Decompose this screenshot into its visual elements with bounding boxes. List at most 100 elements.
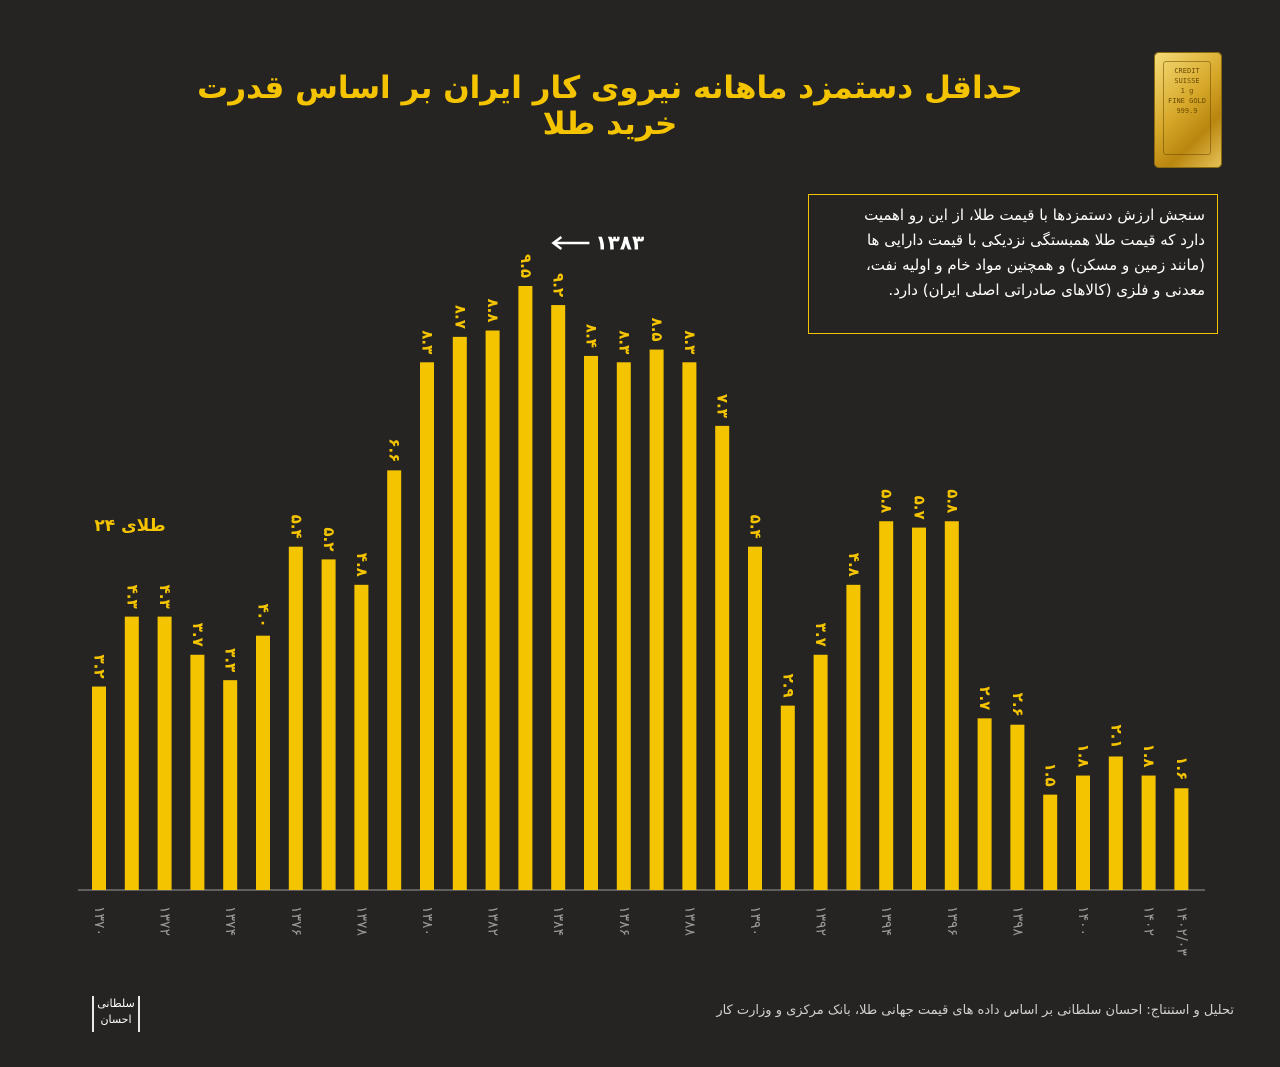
bar <box>288 546 303 890</box>
bar <box>124 616 139 890</box>
bar <box>551 305 566 890</box>
bar <box>387 470 402 890</box>
bar-value-label: ۱.۸ <box>1140 744 1158 768</box>
bar-value-label: ۳.۲ <box>91 655 109 679</box>
bar <box>420 362 434 890</box>
bar-value-label: ۱.۸ <box>1075 744 1093 768</box>
bar-chart: ۳.۲ ۱۳۷۰ ۴.۳ ۴.۳ ۱۳۷۲ ۳.۷ ۳.۳ ۱۳۷۴ ۴.۰ ۵.۴ ۱۳۷۶ ۵.۲… <box>78 231 1205 956</box>
x-tick-label: ۱۳۸۴ <box>550 906 566 936</box>
bar-value-label: ۹.۵ <box>517 254 535 278</box>
bar <box>256 635 270 890</box>
series-label: طلای ۲۴ <box>94 516 166 536</box>
x-tick-label: ۱۳۹۴ <box>878 906 894 936</box>
logo-text: سلطانی <box>97 997 135 1010</box>
bar <box>584 355 598 890</box>
bar <box>1010 724 1025 890</box>
bar-value-label: ۸.۳ <box>419 330 437 354</box>
bar-value-label: ۸.۴ <box>583 324 601 348</box>
bar-value-label: ۹.۲ <box>550 273 568 297</box>
bar-value-label: ۲.۷ <box>976 686 994 710</box>
gold-bar-text: FINE GOLD <box>1168 97 1206 105</box>
gold-bar-text: SUISSE <box>1174 77 1200 85</box>
bar-value-label: ۵.۷ <box>911 496 929 520</box>
bar-value-label: ۴.۰ <box>255 604 273 628</box>
x-tick-label: ۱۳۹۶ <box>944 906 960 936</box>
note-line: دارد که قیمت طلا همبستگی نزدیکی با قیمت … <box>866 231 1205 249</box>
bar-value-label: ۴.۸ <box>353 553 371 577</box>
bar <box>354 584 369 890</box>
x-tick-label: ۱۳۷۶ <box>288 906 304 936</box>
bar-value-label: ۳.۷ <box>812 623 830 647</box>
logo-text: احسان <box>100 1013 132 1026</box>
x-tick-label: ۱۳۸۰ <box>419 906 435 936</box>
bar <box>1043 794 1058 890</box>
bar-value-label: ۴.۳ <box>156 585 174 609</box>
bar-value-label: ۲.۱ <box>1107 724 1125 748</box>
x-tick-label: ۱۳۸۲ <box>485 906 501 936</box>
bar <box>1174 788 1189 890</box>
bar-value-label: ۸.۳ <box>681 330 699 354</box>
note-line: (مانند زمین و مسکن) و همچنین مواد خام و … <box>865 256 1205 274</box>
bar <box>649 349 664 890</box>
bar-value-label: ۸.۳ <box>615 330 633 354</box>
bar-value-label: ۸.۵ <box>648 318 666 342</box>
author-logo: سلطانی احسان <box>92 996 140 1032</box>
x-tick-label: ۱۳۷۲ <box>157 906 173 936</box>
gold-bar-image: CREDIT SUISSE 1 g FINE GOLD 999.9 <box>1154 52 1222 168</box>
bar <box>682 362 697 890</box>
bar-value-label: ۷.۳ <box>714 394 732 418</box>
bar <box>813 654 828 890</box>
x-tick-label: ۱۳۷۰ <box>91 906 107 936</box>
source-credit: تحلیل و استنتاج: احسان سلطانی بر اساس دا… <box>716 1003 1234 1018</box>
bar-value-label: ۳.۷ <box>189 623 207 647</box>
explanation-note-box: سنجش ارزش دستمزدها با قیمت طلا، از این ر… <box>808 194 1218 334</box>
chart-title: حداقل دستمزد ماهانه نیروی کار ایران بر ا… <box>197 70 1023 142</box>
gold-bar-stamp: CREDIT SUISSE 1 g FINE GOLD 999.9 <box>1163 61 1211 155</box>
bar <box>780 705 795 890</box>
bar <box>1141 775 1156 890</box>
bar-value-label: ۵.۲ <box>320 527 338 551</box>
bar-value-label: ۳.۳ <box>222 648 240 672</box>
bar-value-label: ۵.۴ <box>287 515 305 539</box>
bar <box>616 362 631 890</box>
bar <box>977 718 992 890</box>
x-tick-label: ۱۳۸۸ <box>681 906 697 937</box>
bar <box>452 336 467 890</box>
bar-value-label: ۱.۶ <box>1173 756 1191 780</box>
bar-value-label: ۱.۵ <box>1042 763 1060 787</box>
bar <box>846 584 861 890</box>
bar <box>748 546 762 890</box>
annotation-arrow <box>551 236 590 250</box>
bar <box>223 680 238 890</box>
x-tick-label: ۱۳۹۰ <box>747 906 763 936</box>
bar <box>92 686 106 890</box>
note-line: سنجش ارزش دستمزدها با قیمت طلا، از این ر… <box>864 206 1205 224</box>
bar <box>715 425 730 890</box>
bar <box>157 616 172 890</box>
bar-value-label: ۶.۶ <box>386 438 404 462</box>
bar-value-label: ۵.۸ <box>943 489 961 513</box>
x-tick-label: ۱۴۰۲/۰۳ <box>1173 906 1189 956</box>
bar-value-label: ۸.۷ <box>451 305 469 329</box>
x-tick-label: ۱۳۹۲ <box>813 906 829 936</box>
bar <box>912 527 926 890</box>
bar-value-label: ۴.۸ <box>845 553 863 577</box>
x-tick-label: ۱۳۹۸ <box>1009 906 1025 937</box>
x-tick-label: ۱۳۷۸ <box>353 906 369 937</box>
gold-bar-text: 999.9 <box>1176 107 1198 115</box>
bar <box>879 521 894 890</box>
x-tick-label: ۱۳۸۶ <box>616 906 632 936</box>
bar-value-label: ۸.۸ <box>484 298 502 322</box>
bar <box>321 559 336 890</box>
bar-value-label: ۵.۸ <box>878 489 896 513</box>
bar <box>944 521 959 890</box>
bar-value-label: ۲.۹ <box>779 674 797 698</box>
gold-bar-text: CREDIT <box>1174 67 1200 75</box>
x-tick-label: ۱۳۷۴ <box>222 906 238 936</box>
bar <box>518 286 533 890</box>
bar-value-label: ۴.۳ <box>123 585 141 609</box>
note-line: معدنی و فلزی (کالاهای صادراتی اصلی ایران… <box>888 281 1205 299</box>
gold-bar-text: 1 g <box>1180 87 1194 95</box>
bar <box>485 330 500 890</box>
bar-value-label: ۲.۶ <box>1009 693 1027 717</box>
